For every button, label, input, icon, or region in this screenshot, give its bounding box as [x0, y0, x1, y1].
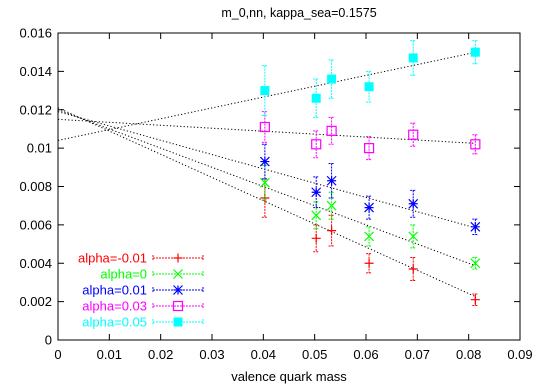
- error-bar: [472, 40, 479, 65]
- error-bar: [328, 116, 335, 145]
- x-tick-label: 0.01: [97, 347, 122, 362]
- data-marks: [259, 40, 481, 306]
- x-tick-label: 0: [54, 347, 61, 362]
- series-alpha=0.03: [259, 111, 481, 161]
- data-point: [364, 258, 374, 268]
- error-bar: [472, 256, 479, 270]
- data-point: [259, 156, 270, 167]
- data-point: [470, 139, 481, 150]
- legend-entry: alpha=0.03: [82, 299, 204, 314]
- data-point: [470, 47, 480, 57]
- data-point: [364, 82, 374, 92]
- data-point: [408, 231, 419, 242]
- data-point: [363, 143, 375, 154]
- legend-label: alpha=-0.01: [78, 251, 147, 266]
- y-tick-label: 0.012: [19, 102, 52, 117]
- data-point: [408, 53, 418, 63]
- legend-line: [152, 303, 204, 309]
- error-bar: [410, 40, 417, 76]
- error-bar: [410, 256, 417, 282]
- chart-title: m_0,nn, kappa_sea=0.1575: [221, 6, 376, 20]
- legend-entry: alpha=-0.01: [78, 251, 204, 266]
- error-bar: [261, 143, 268, 180]
- series-alpha=-0.01: [260, 178, 480, 306]
- data-point: [311, 233, 321, 243]
- data-point: [364, 231, 375, 242]
- data-point: [173, 285, 183, 295]
- data-point: [260, 86, 270, 96]
- error-bar: [313, 130, 320, 159]
- data-point: [259, 177, 270, 188]
- data-point: [327, 74, 337, 84]
- x-tick-label: 0.04: [251, 347, 276, 362]
- y-tick-label: 0.01: [27, 141, 52, 156]
- series-alpha=0: [259, 164, 481, 270]
- fit-line: [57, 107, 476, 298]
- data-point: [260, 193, 270, 203]
- error-bar: [261, 111, 268, 143]
- data-point: [311, 93, 321, 103]
- data-point: [311, 139, 322, 150]
- y-tick-label: 0: [45, 333, 52, 348]
- series-alpha=0.05: [260, 40, 480, 118]
- data-point: [326, 200, 337, 211]
- data-point: [326, 175, 337, 186]
- axis-ticks: 0 0.01 0.02 0.03 0.04 0.05 0.06 0.07 0.08 0.09 0 0.…: [19, 26, 532, 363]
- y-tick-label: 0.016: [19, 26, 52, 41]
- fit-line: [57, 109, 476, 267]
- data-point: [311, 187, 322, 198]
- y-tick-label: 0.014: [19, 64, 52, 79]
- legend-label: alpha=0.05: [82, 315, 147, 330]
- series-alpha=0.01: [259, 143, 481, 235]
- error-bar: [366, 195, 373, 220]
- data-point: [172, 300, 184, 312]
- error-bar: [410, 224, 417, 249]
- legend: alpha=-0.01alpha=0alpha=0.01alpha=0.03al…: [78, 251, 204, 330]
- error-bar: [328, 162, 335, 199]
- data-point: [408, 129, 419, 140]
- data-point: [173, 269, 183, 279]
- y-tick-label: 0.006: [19, 217, 52, 232]
- data-point: [173, 253, 183, 263]
- x-tick-label: 0.02: [148, 347, 173, 362]
- x-tick-label: 0.08: [456, 347, 481, 362]
- data-point: [470, 258, 481, 269]
- y-tick-label: 0.008: [19, 179, 52, 194]
- fit-lines: [57, 51, 476, 298]
- data-point: [408, 264, 418, 274]
- legend-label: alpha=0.01: [82, 283, 147, 298]
- x-axis-label: valence quark mass: [231, 369, 347, 384]
- data-point: [259, 121, 270, 133]
- x-tick-label: 0.05: [302, 347, 327, 362]
- data-point: [311, 210, 322, 221]
- legend-label: alpha=0: [100, 267, 147, 282]
- data-point: [326, 125, 337, 136]
- fit-line: [57, 111, 476, 229]
- x-tick-label: 0.03: [199, 347, 224, 362]
- y-tick-label: 0.004: [19, 256, 52, 271]
- x-tick-label: 0.09: [507, 347, 532, 362]
- legend-entry: alpha=0.01: [82, 283, 204, 298]
- data-point: [470, 295, 480, 305]
- x-tick-label: 0.06: [353, 347, 378, 362]
- data-point: [408, 198, 419, 209]
- error-bar: [410, 122, 417, 147]
- data-point: [364, 202, 375, 213]
- legend-entry: alpha=0.05: [82, 315, 204, 330]
- data-point: [173, 317, 183, 327]
- error-bar: [366, 136, 373, 161]
- x-tick-label: 0.07: [405, 347, 430, 362]
- y-tick-label: 0.002: [19, 294, 52, 309]
- data-point: [470, 221, 481, 232]
- data-point: [327, 226, 337, 236]
- legend-label: alpha=0.03: [82, 299, 147, 314]
- error-bar: [472, 134, 479, 155]
- legend-entry: alpha=0: [100, 267, 204, 282]
